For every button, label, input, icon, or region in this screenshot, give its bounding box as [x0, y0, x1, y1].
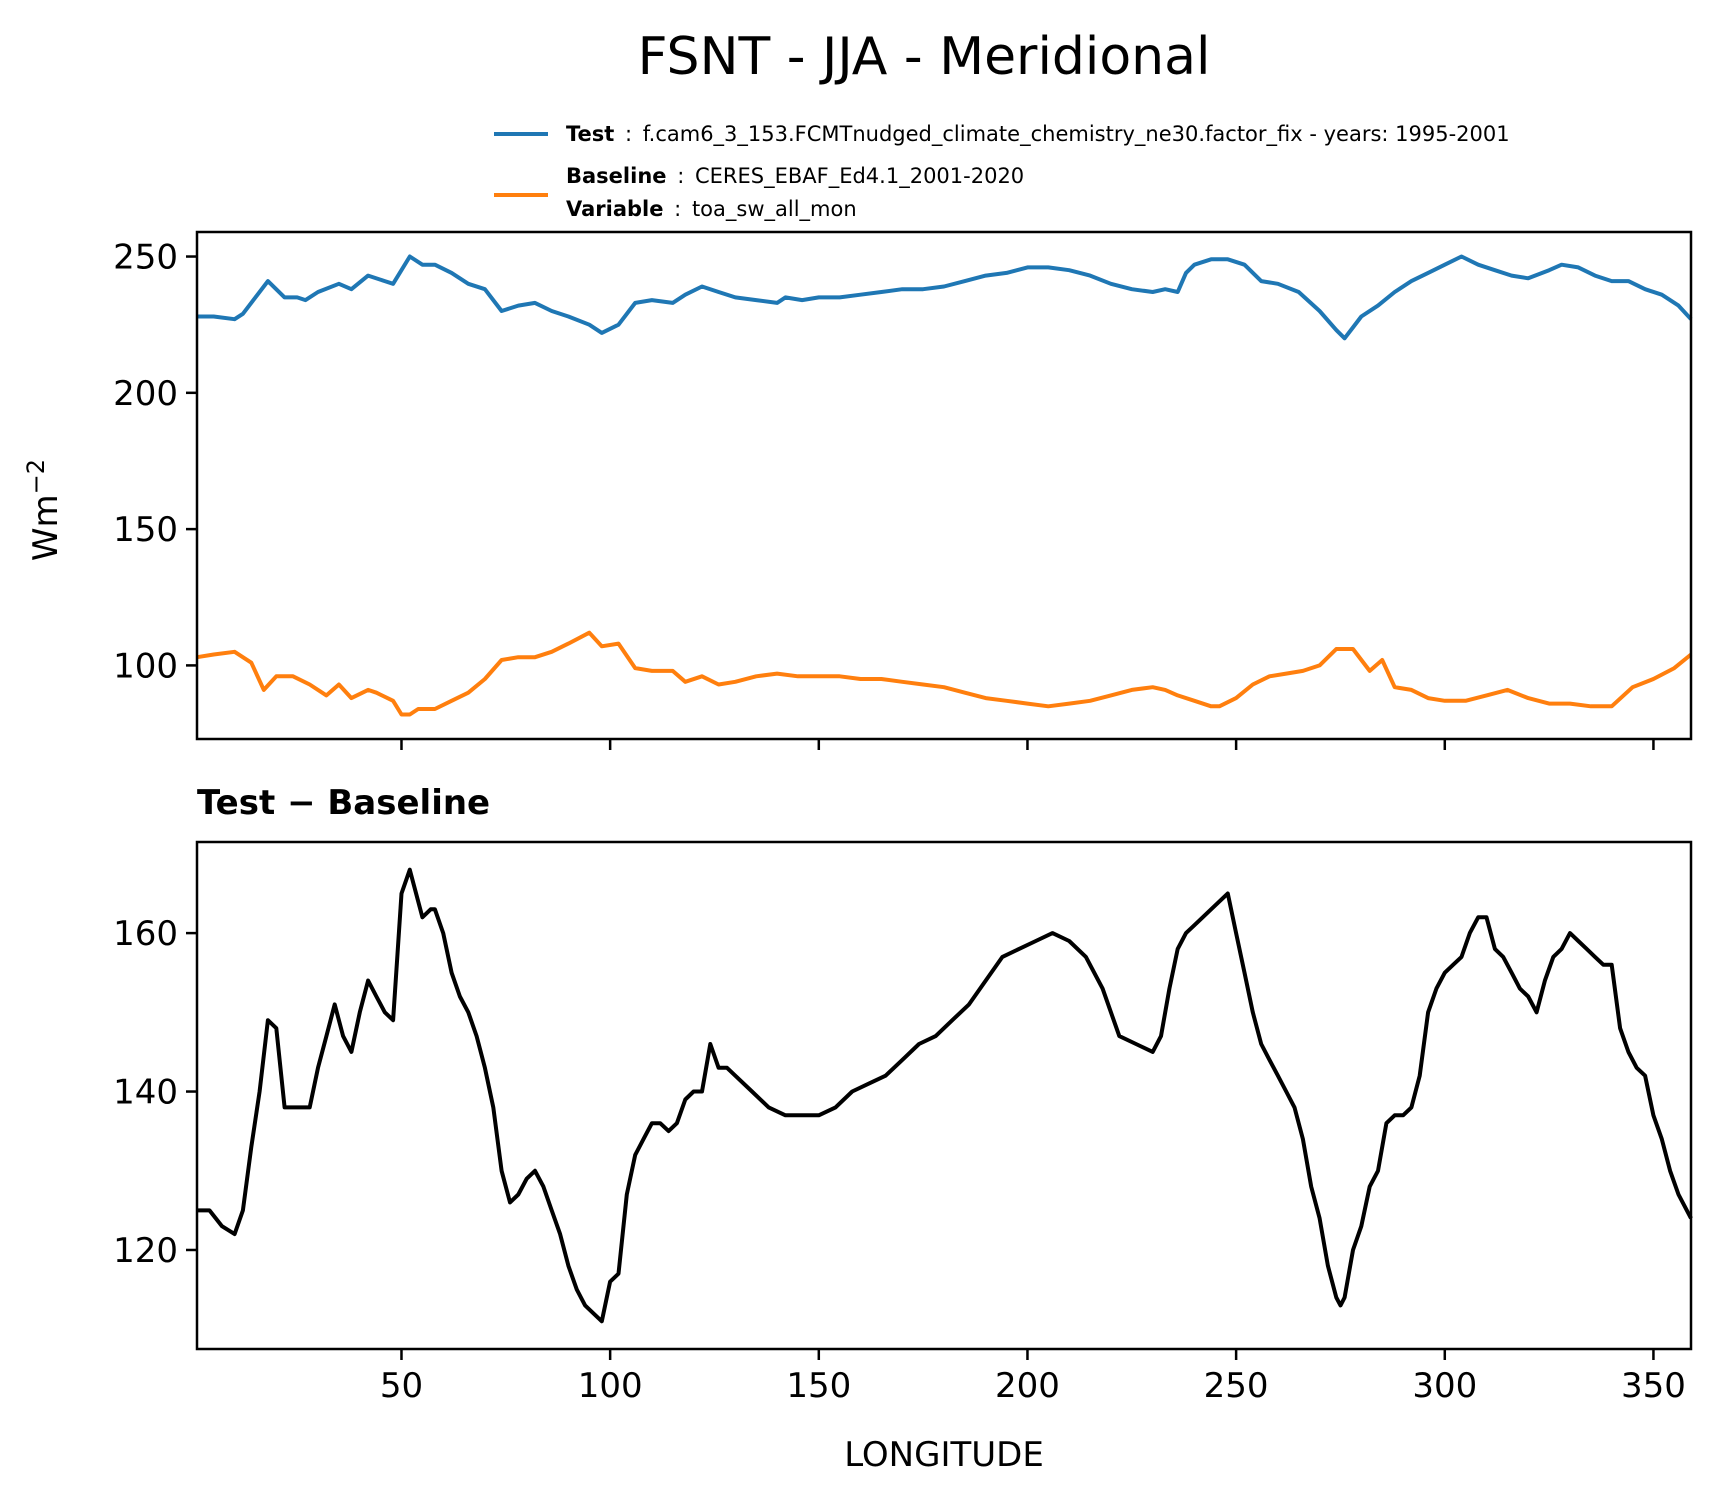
legend-variable-label: Variable : toa_sw_all_mon	[566, 197, 857, 222]
bottom-panel: Test − Baseline 50 100 150 200 250 300 350 120 1…	[113, 783, 1693, 1475]
legend-baseline-sep: :	[677, 164, 684, 188]
legend-variable-value: toa_sw_all_mon	[692, 197, 857, 222]
bottom-xtick-label: 150	[786, 1366, 851, 1406]
bottom-ytick-label: 120	[113, 1231, 178, 1271]
bottom-title: Test − Baseline	[197, 783, 490, 823]
legend-test-label: Test : f.cam6_3_153.FCMTnudged_climate_c…	[566, 122, 1510, 147]
bottom-xtick-label: 100	[578, 1366, 643, 1406]
legend: Test : f.cam6_3_153.FCMTnudged_climate_c…	[494, 122, 1510, 222]
baseline-series-line	[196, 630, 1693, 717]
bottom-xtick-label: 50	[380, 1366, 423, 1406]
bottom-ytick-label: 160	[113, 914, 178, 954]
figure-title: FSNT - JJA - Meridional	[638, 27, 1211, 87]
bottom-xtick-label: 200	[995, 1366, 1060, 1406]
difference-series-line	[197, 867, 1693, 1324]
legend-variable-sep: :	[674, 197, 681, 221]
top-ytick-label: 150	[113, 510, 178, 550]
bottom-lines	[197, 867, 1693, 1324]
bottom-ticks: 50 100 150 200 250 300 350 120 140 160	[113, 914, 1686, 1406]
legend-test-sep: :	[625, 122, 632, 146]
legend-test-value: f.cam6_3_153.FCMTnudged_climate_chemistr…	[643, 122, 1510, 147]
test-series-line	[197, 254, 1693, 341]
bottom-xtick-label: 350	[1621, 1366, 1686, 1406]
bottom-xtick-label: 300	[1412, 1366, 1477, 1406]
legend-baseline-value: CERES_EBAF_Ed4.1_2001-2020	[695, 164, 1024, 189]
top-ytick-label: 200	[113, 374, 178, 414]
top-ytick-label: 100	[113, 646, 178, 686]
top-ylabel: Wm−2	[22, 459, 66, 561]
top-lines	[196, 254, 1693, 717]
top-ytick-label: 250	[113, 238, 178, 278]
bottom-ytick-label: 140	[113, 1073, 178, 1113]
top-ylabel-base: Wm	[26, 494, 66, 561]
legend-baseline-label: Baseline : CERES_EBAF_Ed4.1_2001-2020	[566, 164, 1024, 189]
bottom-xlabel: LONGITUDE	[844, 1435, 1044, 1475]
top-panel: Wm−2 100 150 200 250	[22, 230, 1693, 750]
top-plot-frame	[195, 230, 1693, 741]
legend-baseline-key: Baseline	[566, 164, 667, 188]
top-ylabel-exponent: −2	[22, 459, 50, 494]
top-ticks: 100 150 200 250	[113, 238, 1655, 750]
bottom-plot-frame	[195, 840, 1693, 1351]
bottom-xtick-label: 250	[1204, 1366, 1269, 1406]
legend-test-key: Test	[566, 122, 614, 146]
legend-variable-key: Variable	[566, 197, 663, 221]
